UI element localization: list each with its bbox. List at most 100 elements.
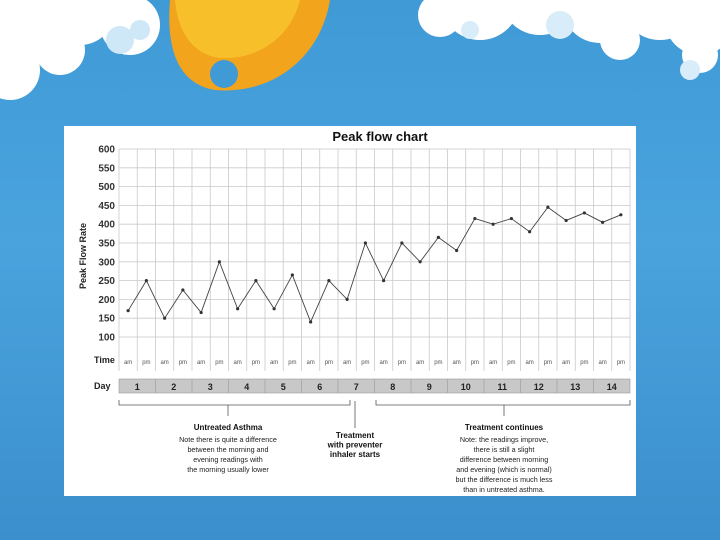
data-point: [582, 211, 586, 215]
note-line: between the morning and: [187, 445, 268, 454]
data-point: [363, 241, 367, 245]
note-line: than in untreated asthma.: [463, 485, 545, 494]
time-tick-label: pm: [361, 360, 369, 366]
day-label: 7: [354, 382, 359, 392]
y-tick-label: 200: [98, 295, 115, 306]
day-label: 5: [281, 382, 286, 392]
time-tick-label: am: [379, 360, 387, 366]
annotations: Untreated Asthma Note there is quite a di…: [118, 400, 631, 494]
data-point: [473, 216, 477, 221]
data-point: [400, 241, 404, 245]
data-point: [436, 235, 440, 239]
note-line: there is still a slight: [474, 445, 535, 454]
data-point: [272, 307, 276, 311]
day-label: 4: [244, 382, 249, 392]
note-title: Treatment: [336, 431, 375, 440]
time-tick-label: pm: [544, 360, 552, 366]
data-point: [564, 218, 568, 223]
data-point: [144, 279, 148, 283]
data-point: [619, 213, 623, 217]
time-tick-label: am: [306, 360, 314, 366]
time-tick-label: pm: [142, 360, 150, 366]
y-tick-label: 500: [98, 182, 115, 193]
y-tick-label: 150: [98, 314, 115, 325]
data-point: [382, 279, 386, 283]
note-line: and evening (which is normal): [456, 465, 551, 474]
day-label: 11: [497, 382, 507, 392]
data-point: [345, 297, 349, 301]
time-tick-label: pm: [434, 360, 442, 366]
data-point: [327, 279, 331, 283]
data-point: [546, 205, 550, 209]
y-tick-label: 450: [98, 201, 115, 212]
y-tick-label: 350: [98, 239, 115, 250]
data-point: [601, 220, 605, 224]
time-tick-label: am: [525, 360, 533, 366]
time-tick-label: pm: [179, 360, 187, 366]
day-label: 14: [607, 382, 617, 392]
data-series: [126, 205, 623, 324]
time-tick-label: am: [124, 360, 132, 366]
y-tick-label: 100: [98, 333, 115, 344]
day-row: 1 2 3 4 5 6 7 8 9 10 11 12 13 14: [118, 378, 631, 394]
day-label: 1: [135, 382, 140, 392]
data-point: [290, 273, 294, 277]
cloud-right-shade: [461, 11, 700, 80]
day-row-label: Day: [94, 381, 111, 391]
data-point: [126, 309, 130, 313]
time-tick-label: pm: [507, 360, 515, 366]
time-tick-label: am: [233, 360, 241, 366]
note-line: difference between morning: [460, 455, 549, 464]
time-row: am pm am pm am pm am pm am pm am pm am pm am pm am pm am pm…: [124, 360, 625, 366]
series-line: [127, 206, 622, 324]
time-tick-label: pm: [617, 360, 625, 366]
time-tick-label: pm: [398, 360, 406, 366]
data-point: [254, 279, 258, 283]
time-tick-label: pm: [471, 360, 479, 366]
y-axis-label: Peak Flow Rate: [78, 223, 88, 289]
y-tick-label: 300: [98, 257, 115, 268]
bracket: [375, 400, 631, 406]
data-point: [418, 260, 422, 264]
y-tick-label: 600: [98, 145, 115, 156]
time-tick-label: am: [598, 360, 606, 366]
time-tick-label: am: [562, 360, 570, 366]
time-row-label: Time: [94, 355, 115, 365]
time-tick-label: am: [343, 360, 351, 366]
sun-notch: [210, 60, 238, 88]
day-label: 9: [427, 382, 432, 392]
data-point: [199, 310, 203, 315]
time-tick-label: pm: [580, 360, 588, 366]
data-point: [181, 288, 185, 292]
data-point: [236, 307, 240, 311]
time-tick-label: pm: [252, 360, 260, 366]
y-tick-label: 400: [98, 220, 115, 231]
peak-flow-chart: Peak flow chart Peak Flow Rate 100 150 200…: [78, 129, 631, 494]
cloud-right: [418, 0, 720, 73]
data-point: [528, 230, 532, 234]
time-tick-label: am: [452, 360, 460, 366]
chart-title: Peak flow chart: [332, 129, 428, 144]
data-point: [455, 248, 459, 253]
y-axis-ticks: 100 150 200 250 300 350 400 450 500 550 600: [98, 145, 115, 344]
y-tick-label: 550: [98, 163, 115, 174]
time-tick-label: am: [416, 360, 424, 366]
y-tick-label: 250: [98, 276, 115, 287]
time-tick-label: pm: [288, 360, 296, 366]
note-title: Untreated Asthma: [194, 423, 263, 432]
cloud-left: [0, 0, 160, 100]
bracket: [118, 400, 351, 406]
note-title: Treatment continues: [465, 423, 544, 432]
sun-highlight: [175, 0, 300, 59]
note-line: Note there is quite a difference: [179, 435, 277, 444]
day-label: 3: [208, 382, 213, 392]
cloud-left-shade: [106, 20, 150, 54]
note-line: evening readings with: [193, 455, 263, 464]
day-label: 13: [570, 382, 580, 392]
note-line: the morning usually lower: [187, 465, 269, 474]
data-point: [217, 260, 221, 264]
data-point: [491, 222, 495, 226]
day-label: 10: [461, 382, 471, 392]
time-tick-label: am: [160, 360, 168, 366]
note-line: but the difference is much less: [456, 475, 553, 484]
